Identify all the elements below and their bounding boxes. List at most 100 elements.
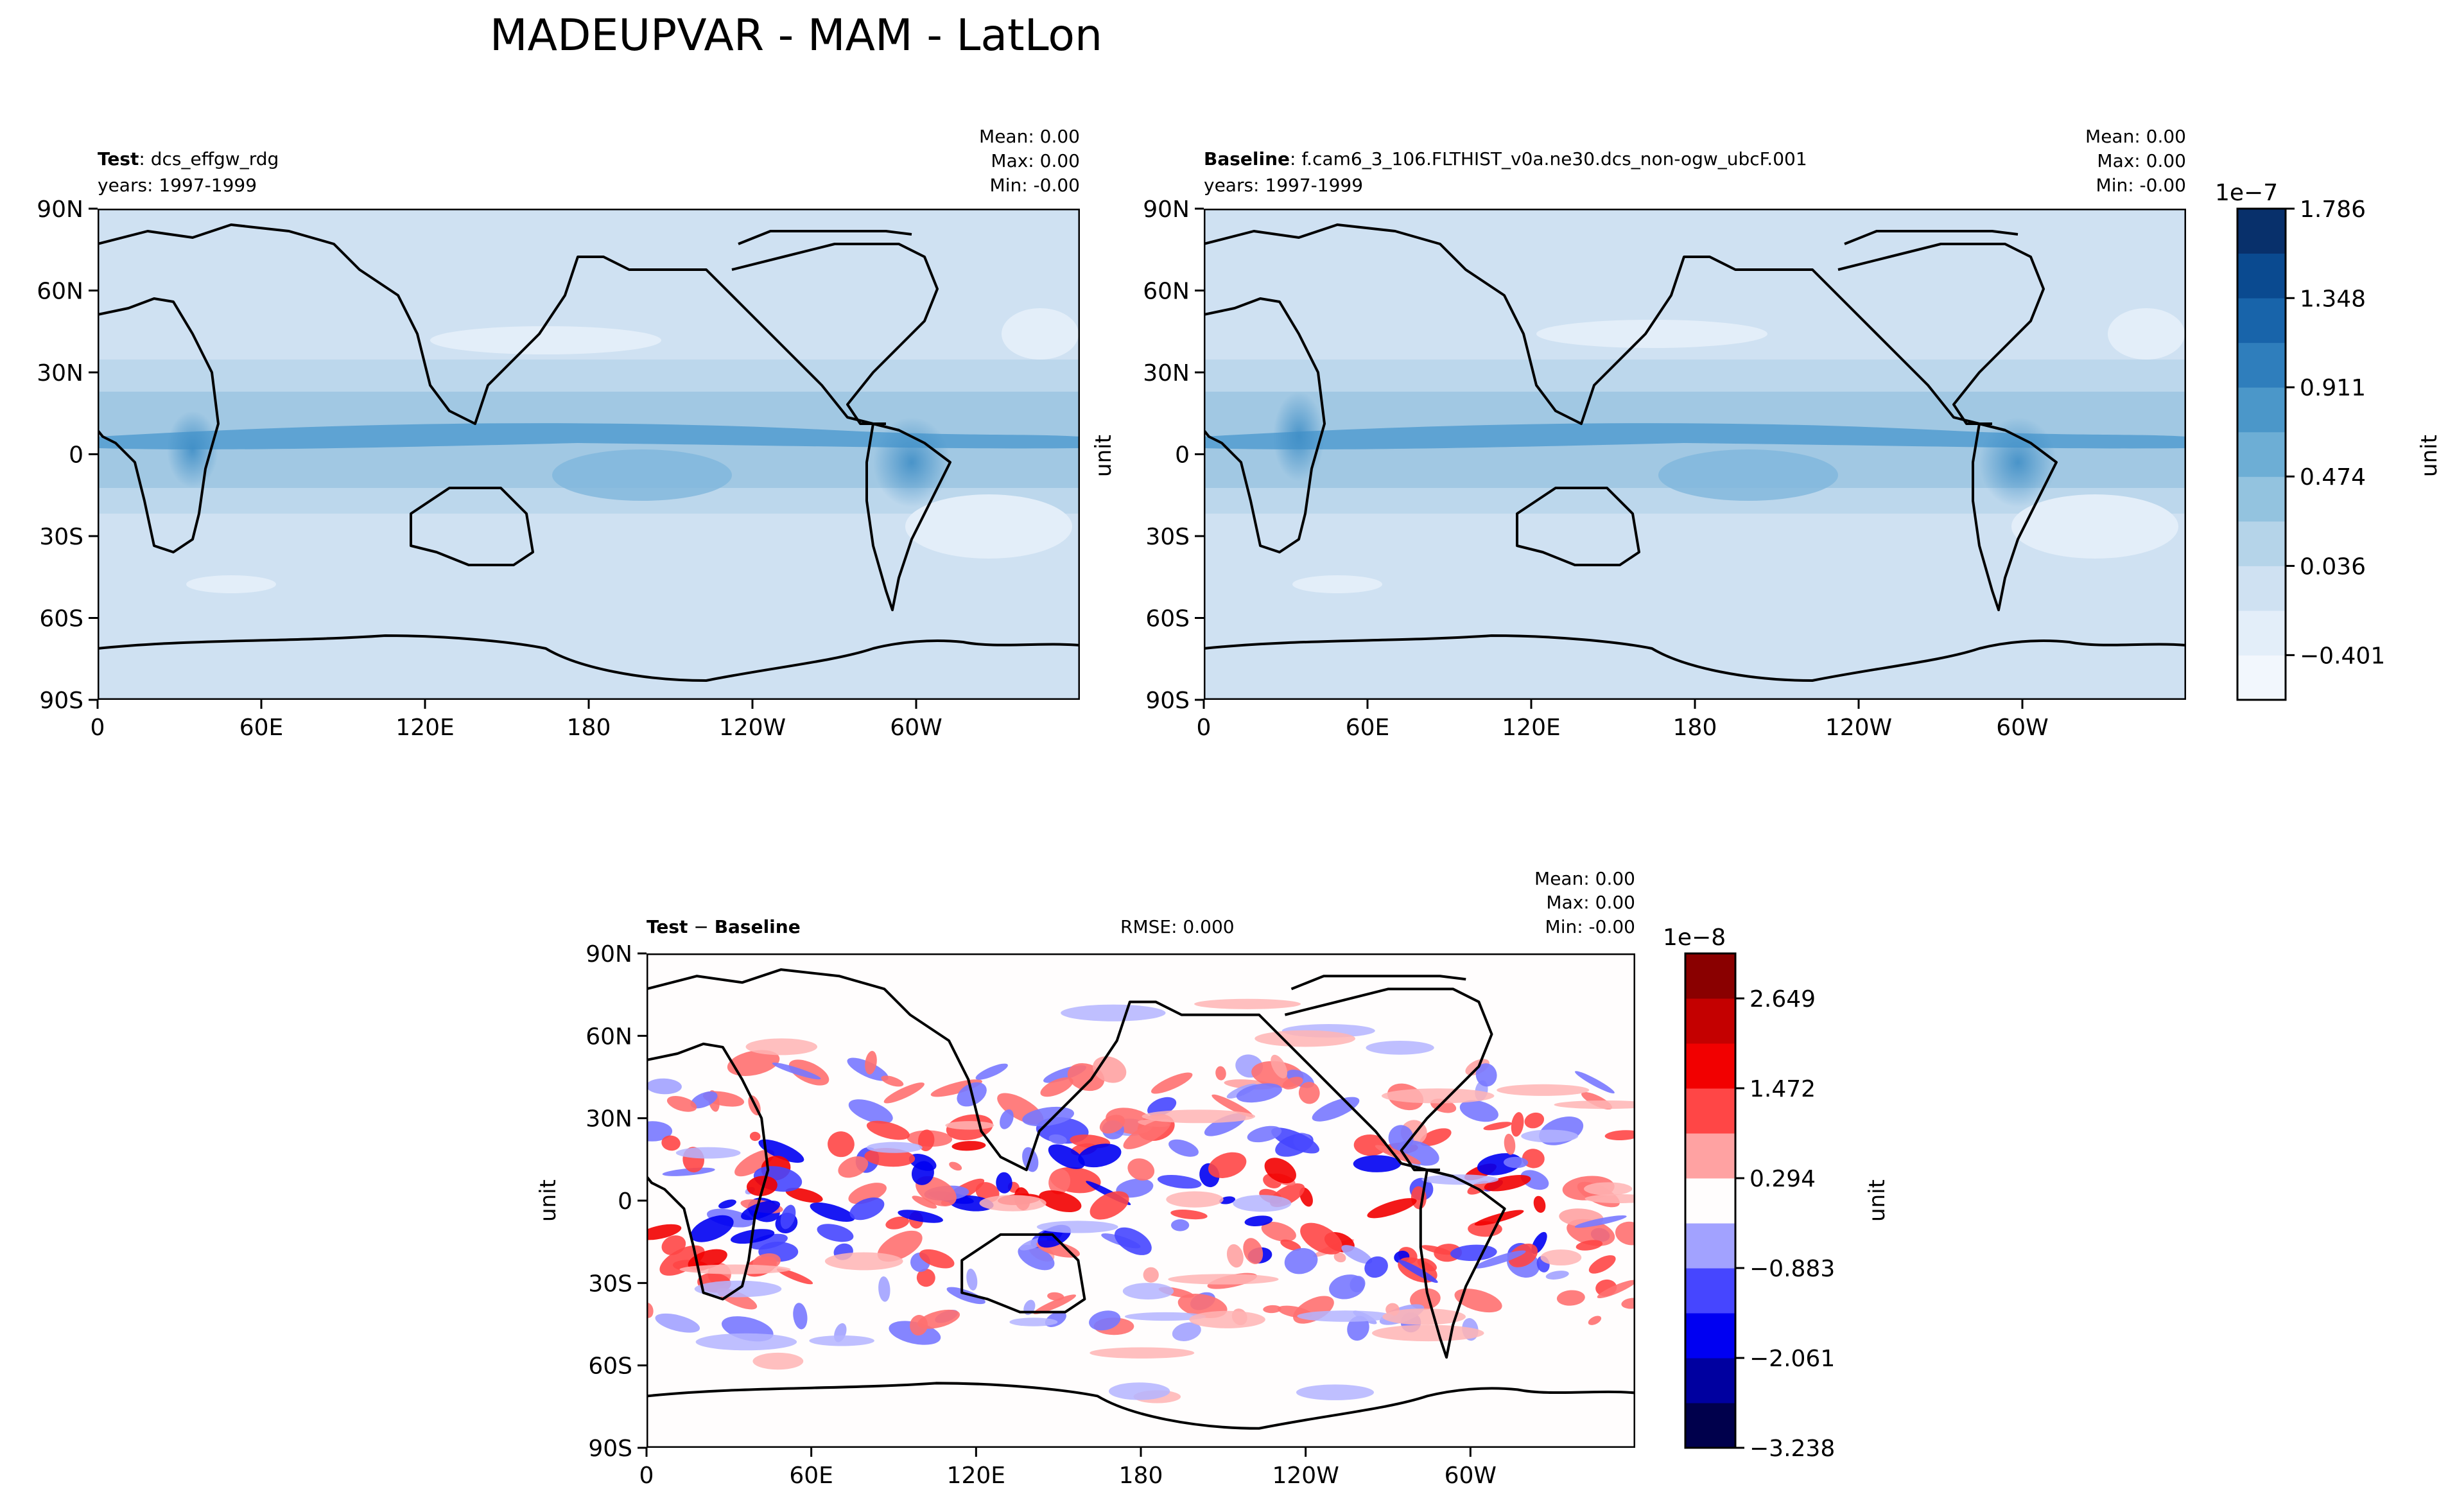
positive-anomaly-blob <box>1504 1133 1516 1155</box>
negative-anomaly-blob <box>1089 1310 1121 1331</box>
negative-anomaly-blob <box>1168 1139 1199 1157</box>
negative-anomaly-blob <box>1170 1219 1190 1231</box>
negative-anomaly-blob <box>1022 1106 1074 1127</box>
colorbar-swatch <box>2237 476 2286 522</box>
negative-anomaly-blob <box>1048 1144 1085 1169</box>
negative-anomaly-blob <box>817 1224 854 1242</box>
lon-tick-label: 180 <box>1119 1463 1163 1489</box>
negative-anomaly-blob <box>647 1121 673 1142</box>
colorbar-tick-label: 0.036 <box>2300 553 2366 580</box>
colorbar-swatch <box>2237 521 2286 566</box>
negative-anomaly-blob <box>1347 1316 1369 1341</box>
negative-anomaly-blob <box>1545 1271 1569 1280</box>
lon-tick-label: 120W <box>1272 1463 1339 1489</box>
colorbar-swatch <box>1685 1358 1735 1403</box>
colorbar-swatch <box>2237 431 2286 477</box>
colorbar-tick-label: 0.474 <box>2300 464 2366 491</box>
lon-tick-label: 60W <box>1996 715 2048 741</box>
positive-anomaly-blob <box>1367 1198 1417 1219</box>
lat-tick-label: 60S <box>1145 606 1190 632</box>
lat-tick-label: 90S <box>39 688 83 714</box>
positive-anomaly-blob <box>1090 1191 1129 1220</box>
positive-anomaly-streak <box>1189 1310 1265 1328</box>
lat-tick-label: 30N <box>37 360 83 387</box>
colorbar-tick-label: 1.348 <box>2300 286 2366 312</box>
lat-tick-label: 0 <box>618 1188 632 1215</box>
negative-anomaly-blob <box>741 1200 781 1221</box>
positive-anomaly-blob <box>838 1156 869 1178</box>
baseline-min: Min: -0.00 <box>2096 175 2186 196</box>
positive-anomaly-blob <box>1040 1077 1073 1097</box>
negative-anomaly-blob <box>772 1063 821 1080</box>
positive-anomaly-streak <box>979 1195 1046 1212</box>
lon-tick-label: 120E <box>1502 715 1560 741</box>
positive-anomaly-blob <box>1483 1122 1512 1131</box>
colorbar-tick-label: −3.238 <box>1749 1436 1835 1462</box>
test-max: Max: 0.00 <box>991 150 1080 171</box>
positive-anomaly-blob <box>647 1224 682 1240</box>
baseline-years: years: 1997-1999 <box>1204 175 1363 196</box>
negative-anomaly-streak <box>1233 1195 1292 1212</box>
positive-anomaly-blob <box>785 1188 823 1203</box>
baseline-lat-ticks: 90N 60N 30N 0 30S 60S 90S <box>1143 196 1204 714</box>
negative-anomaly-blob <box>1000 1109 1014 1129</box>
positive-anomaly-blob <box>1353 1134 1387 1156</box>
diff-panel: Test − Baseline RMSE: 0.000 Mean: 0.00 M… <box>535 868 1635 1489</box>
diff-colorbar-exponent: 1e−8 <box>1663 925 1726 951</box>
colorbar-swatch <box>2237 342 2286 388</box>
lat-tick-label: 90S <box>588 1436 632 1462</box>
positive-anomaly-blob <box>1226 1244 1244 1268</box>
baseline-panel: Baseline: f.cam6_3_106.FLTHIST_v0a.ne30.… <box>1091 126 2186 741</box>
diff-map-field <box>647 953 1635 1448</box>
positive-anomaly-streak <box>752 1352 804 1370</box>
positive-anomaly-blob <box>1588 1255 1616 1274</box>
diff-colorbar-ticks: 2.649 1.472 0.294 −0.883 −2.061 −3.238 <box>1735 986 1835 1462</box>
lon-tick-label: 120E <box>395 715 454 741</box>
baseline-title-bold: Baseline <box>1204 148 1290 169</box>
lat-tick-label: 0 <box>69 442 83 469</box>
positive-anomaly-blob <box>1524 1112 1545 1129</box>
positive-anomaly-blob <box>1099 1115 1125 1134</box>
lat-tick-label: 60S <box>39 606 83 632</box>
test-title-bold: Test <box>98 148 139 169</box>
positive-anomaly-streak <box>1497 1084 1590 1096</box>
baseline-mean: Mean: 0.00 <box>2085 126 2186 147</box>
negative-anomaly-blob <box>1271 1127 1320 1154</box>
positive-anomaly-streak <box>1194 998 1301 1009</box>
negative-anomaly-blob <box>1236 1083 1282 1103</box>
negative-anomaly-streak <box>675 1147 741 1159</box>
negative-anomaly-blob <box>1520 1170 1549 1190</box>
positive-anomaly-blob <box>1243 1238 1263 1264</box>
diff-colorbar-label: unit <box>1864 1179 1890 1222</box>
colorbar-swatch <box>1685 953 1735 999</box>
positive-anomaly-blob <box>661 1235 686 1255</box>
baseline-panel-title: Baseline: f.cam6_3_106.FLTHIST_v0a.ne30.… <box>1204 148 1807 169</box>
positive-anomaly-blob <box>885 1216 910 1230</box>
colorbar-tick-label: −0.883 <box>1749 1256 1835 1282</box>
colorbar-swatch <box>1685 1403 1735 1448</box>
negative-anomaly-blob <box>1350 1276 1366 1292</box>
lat-tick-label: 60N <box>586 1023 632 1050</box>
diff-max: Max: 0.00 <box>1546 892 1635 913</box>
lat-tick-label: 90S <box>1145 688 1190 714</box>
colorbar-swatch <box>1685 1313 1735 1359</box>
negative-anomaly-streak <box>1061 1004 1166 1021</box>
diff-lat-ticks: 90N 60N 30N 0 30S 60S 90S <box>586 941 647 1462</box>
negative-anomaly-blob <box>1574 1215 1627 1228</box>
negative-anomaly-streak <box>1366 1041 1434 1055</box>
colorbar-swatch <box>1685 998 1735 1044</box>
colorbar-swatch <box>1685 1268 1735 1314</box>
positive-anomaly-blob <box>1375 1145 1421 1165</box>
negative-anomaly-blob <box>1219 1196 1236 1204</box>
lat-tick-label: 30S <box>588 1271 632 1297</box>
test-lat-ticks: 90N 60N 30N 0 30S 60S 90S <box>37 196 98 714</box>
positive-anomaly-blob <box>828 1131 855 1158</box>
lat-tick-label: 30N <box>1143 360 1190 387</box>
positive-anomaly-blob <box>919 1249 955 1269</box>
negative-anomaly-blob <box>1114 1227 1152 1255</box>
positive-anomaly-blob <box>1533 1195 1546 1213</box>
negative-anomaly-blob <box>793 1303 808 1330</box>
lat-tick-label: 90N <box>1143 196 1190 223</box>
positive-anomaly-blob <box>1454 1289 1502 1313</box>
colorbar-tick-label: 2.649 <box>1749 986 1816 1012</box>
